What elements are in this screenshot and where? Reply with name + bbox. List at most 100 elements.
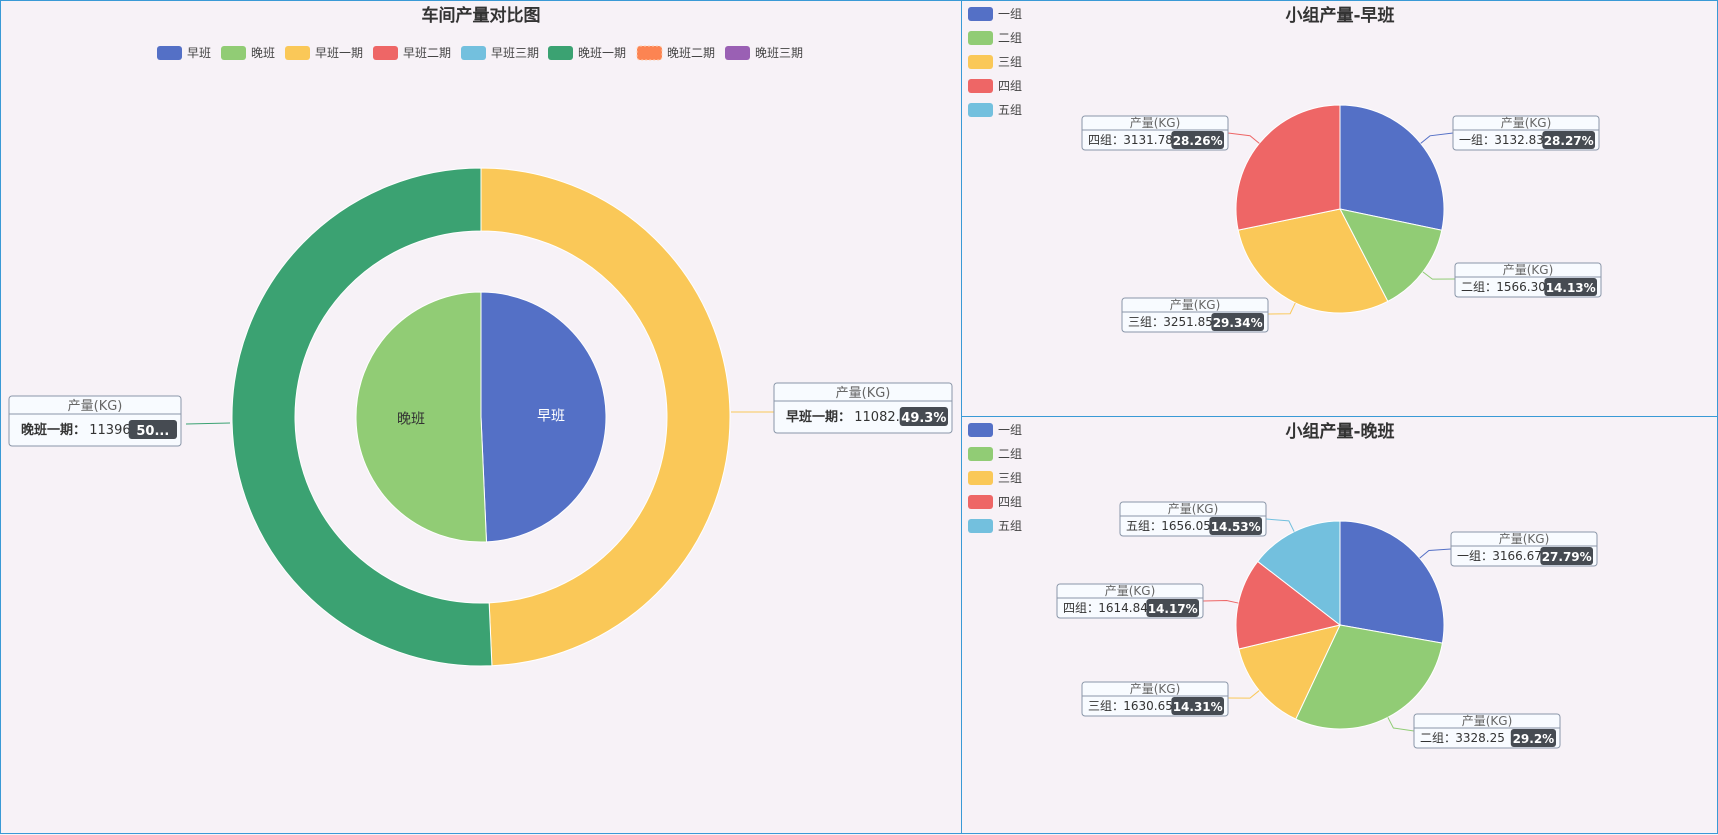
early-shift-legend-item-2[interactable]: 三组 [968, 55, 1022, 69]
early-shift-tooltip-3: 产量(KG) 四组： 3131.78 28.26% [1081, 115, 1229, 151]
legend-item-1[interactable]: 晚班 [221, 46, 275, 60]
early-shift-tooltip-0-value: 3132.83 [1494, 133, 1544, 147]
late-shift-leader-4 [1265, 518, 1295, 532]
late-shift-legend-item-4[interactable]: 五组 [968, 519, 1022, 533]
legend-label-4: 早班三期 [491, 46, 539, 60]
outer-ring-slice-0[interactable] [480, 167, 731, 667]
late-shift-tooltip-1-value: 3328.25 [1455, 731, 1505, 745]
early-shift-leader-0 [1420, 132, 1454, 144]
inner-pie-label-1: 晚班 [397, 412, 425, 428]
late-shift-leader-2 [1227, 690, 1260, 699]
late-shift-legend-label-0: 一组 [998, 423, 1022, 437]
late-shift-tooltip-3-percent: 14.17% [1148, 602, 1198, 616]
late-shift-tooltip-4-percent: 14.53% [1211, 520, 1261, 534]
late-shift-tooltip-3-header: 产量(KG) [1105, 584, 1156, 598]
late-shift-legend-label-2: 三组 [998, 471, 1022, 485]
legend-label-2: 早班一期 [315, 46, 363, 60]
late-shift-tooltip-1: 产量(KG) 二组： 3328.25 29.2% [1413, 713, 1561, 749]
late-shift-legend-label-4: 五组 [998, 519, 1022, 533]
legend-swatch-1 [221, 46, 246, 60]
late-shift-legend-item-3[interactable]: 四组 [968, 495, 1022, 509]
legend-swatch-3 [373, 46, 398, 60]
late-shift-legend-item-1[interactable]: 二组 [968, 447, 1022, 461]
early-shift-tooltip-0-header: 产量(KG) [1501, 116, 1552, 130]
late-shift-tooltip-3-value: 1614.84 [1098, 601, 1148, 615]
early-shift-tooltip-2-header: 产量(KG) [1170, 298, 1221, 312]
late-shift-title: 小组产量-晚班 [1285, 421, 1394, 442]
legend-item-3[interactable]: 早班二期 [373, 46, 451, 60]
late-shift-tooltip-2-label: 三组： [1088, 699, 1124, 713]
late-shift-legend-item-2[interactable]: 三组 [968, 471, 1022, 485]
legend-item-2[interactable]: 早班一期 [285, 46, 363, 60]
legend-item-4[interactable]: 早班三期 [461, 46, 539, 60]
legend-swatch-2 [285, 46, 310, 60]
early-shift-legend-label-4: 五组 [998, 103, 1022, 117]
early-shift-legend-item-0[interactable]: 一组 [968, 7, 1022, 21]
early-shift-legend-item-3[interactable]: 四组 [968, 79, 1022, 93]
tooltip-outer-0-percent-badge [899, 407, 948, 426]
tooltip-outer-1-label: 晚班一期： [21, 422, 86, 438]
early-shift-tooltip-0-percent-badge [1542, 131, 1595, 149]
early-shift-slice-slice-2[interactable] [1237, 208, 1389, 314]
early-shift-tooltip-2-value: 3251.85 [1163, 315, 1213, 329]
chart-title: 车间产量对比图 [422, 5, 541, 26]
legend-label-0: 早班 [187, 46, 211, 60]
legend-swatch-5 [548, 46, 573, 60]
early-shift-title: 小组产量-早班 [1285, 5, 1394, 26]
legend-label-7: 晚班三期 [755, 46, 803, 60]
outer-ring-slice-1[interactable] [231, 167, 493, 667]
late-shift-slice-slice-1[interactable] [1295, 624, 1443, 730]
late-shift-tooltip-0-header: 产量(KG) [1499, 532, 1550, 546]
legend-item-5[interactable]: 晚班一期 [548, 46, 626, 60]
late-shift-tooltip-4-header: 产量(KG) [1168, 502, 1219, 516]
late-shift-tooltip-1-label: 二组： [1420, 731, 1456, 745]
late-shift-tooltip-2-header: 产量(KG) [1130, 682, 1181, 696]
late-shift-legend-item-0[interactable]: 一组 [968, 423, 1022, 437]
legend-swatch-0 [157, 46, 182, 60]
tooltip-outer-1: 产量(KG)晚班一期： 11396.4650... [8, 395, 182, 447]
early-shift-legend-item-1[interactable]: 二组 [968, 31, 1022, 45]
early-shift-tooltip-0-percent: 28.27% [1544, 134, 1594, 148]
early-shift-tooltip-2-percent-badge [1211, 313, 1264, 331]
early-shift-tooltip-1: 产量(KG) 二组： 1566.30 14.13% [1454, 262, 1602, 298]
legend-swatch-6 [636, 45, 663, 61]
early-shift-legend-item-4[interactable]: 五组 [968, 103, 1022, 117]
early-shift-legend-label-2: 三组 [998, 55, 1022, 69]
early-shift-tooltip-2: 产量(KG) 三组： 3251.85 29.34% [1121, 297, 1269, 333]
late-shift-tooltip-2-percent: 14.31% [1173, 700, 1223, 714]
early-shift-legend-swatch-2 [968, 55, 993, 69]
tooltip-outer-0-percent: 49.3% [901, 411, 946, 426]
early-shift-slice-slice-0[interactable] [1339, 104, 1445, 231]
group-late-shift-chart-panel: 小组产量-晚班 一组 二组 三组 四组 五组 产量(KG) 一组： 3166.67 27.79% 产… [961, 416, 1718, 834]
late-shift-tooltip-3-label: 四组： [1063, 601, 1099, 615]
late-shift-tooltip-4-value: 1656.05 [1161, 519, 1211, 533]
inner-pie-label-0: 早班 [537, 408, 565, 424]
early-shift-tooltip-3-percent: 28.26% [1173, 134, 1223, 148]
early-shift-legend-swatch-4 [968, 103, 993, 117]
late-shift-slice-slice-4[interactable] [1256, 520, 1341, 627]
late-shift-slice-slice-0[interactable] [1339, 520, 1445, 644]
late-shift-tooltip-3: 产量(KG) 四组： 1614.84 14.17% [1056, 583, 1204, 619]
early-shift-tooltip-1-percent: 14.13% [1546, 281, 1596, 295]
early-shift-slice-slice-3[interactable] [1235, 104, 1341, 231]
inner-pie-slice-0[interactable] [480, 291, 607, 543]
outer-leader-1 [185, 422, 231, 425]
late-shift-leader-1 [1387, 717, 1415, 732]
late-shift-slice-slice-3[interactable] [1235, 560, 1342, 650]
late-shift-tooltip-0-label: 一组： [1457, 549, 1493, 563]
legend-item-0[interactable]: 早班 [157, 46, 211, 60]
late-shift-tooltip-0: 产量(KG) 一组： 3166.67 27.79% [1450, 531, 1598, 567]
late-shift-legend-label-3: 四组 [998, 495, 1022, 509]
early-shift-slice-slice-1[interactable] [1339, 208, 1443, 303]
tooltip-outer-1-percent-badge [128, 420, 177, 439]
legend-label-3: 早班二期 [403, 46, 451, 60]
legend-item-7[interactable]: 晚班三期 [725, 46, 803, 60]
legend-item-6[interactable]: 晚班二期 [636, 45, 715, 61]
late-shift-leader-3 [1202, 600, 1239, 604]
early-shift-leader-1 [1422, 271, 1456, 280]
inner-pie-slice-1[interactable] [355, 291, 487, 543]
